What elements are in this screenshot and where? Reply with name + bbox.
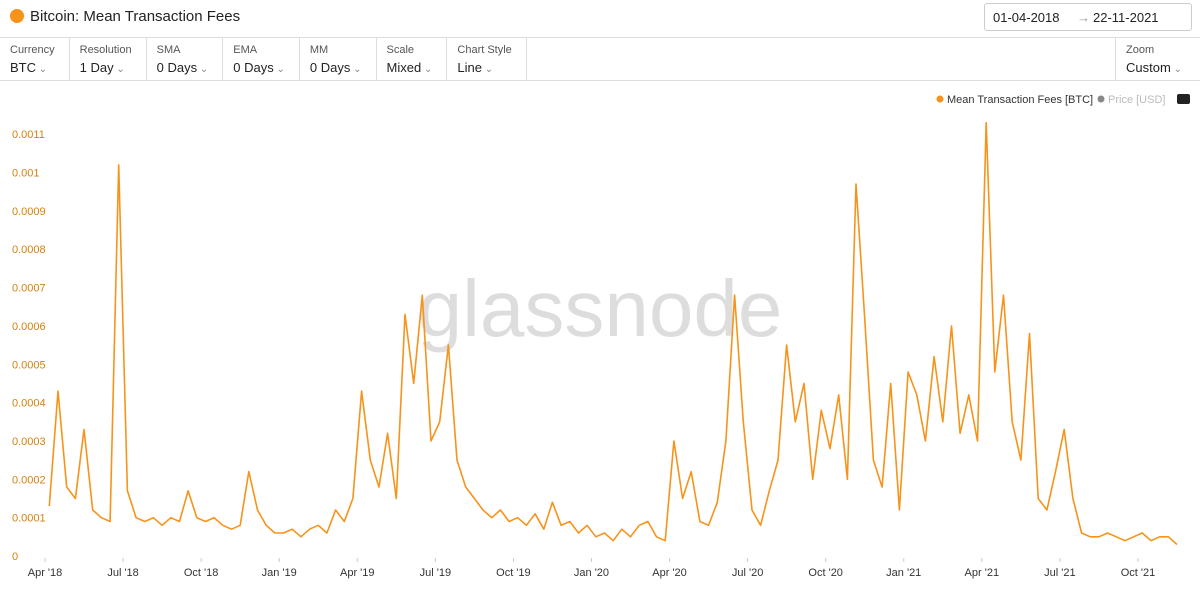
date-range[interactable]: 01-04-2018 → 22-11-2021 bbox=[984, 3, 1192, 31]
control[interactable]: Resolution 1 Day bbox=[70, 38, 147, 80]
y-tick-label: 0.0003 bbox=[12, 436, 46, 448]
control[interactable]: Scale Mixed bbox=[377, 38, 448, 80]
legend-entry[interactable]: Mean Transaction Fees [BTC] bbox=[947, 94, 1093, 106]
zoom-control[interactable]: Zoom Custom bbox=[1115, 38, 1200, 80]
y-tick-label: 0.0011 bbox=[12, 129, 45, 141]
x-tick-label: Jul '18 bbox=[107, 567, 138, 579]
camera-icon[interactable] bbox=[1177, 94, 1190, 104]
series-line bbox=[48, 121, 1178, 546]
x-tick-label: Oct '20 bbox=[808, 567, 843, 579]
watermark: glassnode bbox=[418, 264, 783, 353]
control-value[interactable]: 0 Days bbox=[310, 60, 362, 75]
y-tick-label: 0.0008 bbox=[12, 244, 46, 256]
y-tick-label: 0.0007 bbox=[12, 283, 46, 295]
legend-swatch bbox=[1097, 95, 1105, 103]
control-label: Scale bbox=[386, 44, 415, 56]
legend-swatch bbox=[936, 95, 944, 103]
control-label: EMA bbox=[233, 44, 258, 56]
x-tick-label: Apr '19 bbox=[340, 567, 375, 579]
control-label: MM bbox=[309, 44, 329, 56]
bitcoin-icon bbox=[10, 9, 24, 23]
y-tick-label: 0.0005 bbox=[12, 359, 46, 371]
control-value[interactable]: Line bbox=[457, 60, 511, 75]
control-value[interactable]: Mixed bbox=[387, 60, 433, 75]
control-value[interactable]: 0 Days bbox=[233, 60, 285, 75]
header: Bitcoin: Mean Transaction Fees 01-04-201… bbox=[0, 0, 1200, 38]
y-tick-label: 0.0002 bbox=[12, 474, 46, 486]
x-tick-label: Jan '19 bbox=[262, 567, 297, 579]
toolbar: Currency BTC Resolution 1 Day SMA 0 Days EMA 0 … bbox=[0, 38, 1200, 81]
control-label: Zoom bbox=[1126, 44, 1155, 56]
y-tick-label: 0.0009 bbox=[12, 206, 46, 218]
control-label: Chart Style bbox=[457, 44, 512, 56]
legend-entry[interactable]: Price [USD] bbox=[1108, 94, 1165, 106]
x-tick-label: Oct '21 bbox=[1121, 567, 1156, 579]
control-label: Currency bbox=[10, 44, 55, 56]
x-tick-label: Apr '20 bbox=[652, 567, 687, 579]
control[interactable]: EMA 0 Days bbox=[223, 38, 300, 80]
control[interactable]: MM 0 Days bbox=[300, 38, 377, 80]
x-tick-label: Oct '19 bbox=[496, 567, 531, 579]
x-tick-label: Oct '18 bbox=[184, 567, 219, 579]
x-tick-label: Jan '20 bbox=[574, 567, 609, 579]
date-to[interactable]: 22-11-2021 bbox=[1093, 10, 1159, 25]
y-tick-label: 0.001 bbox=[12, 168, 40, 180]
control-value[interactable]: BTC bbox=[10, 60, 55, 75]
x-tick-label: Apr '18 bbox=[28, 567, 63, 579]
control-label: Resolution bbox=[79, 44, 132, 56]
x-tick-label: Jul '19 bbox=[420, 567, 451, 579]
x-tick-label: Jan '21 bbox=[886, 567, 921, 579]
control-label: SMA bbox=[156, 44, 181, 56]
y-tick-label: 0.0004 bbox=[12, 398, 46, 410]
x-tick-label: Jul '20 bbox=[732, 567, 763, 579]
control-value[interactable]: 1 Day bbox=[80, 60, 132, 75]
control[interactable]: SMA 0 Days bbox=[147, 38, 224, 80]
y-tick-label: 0.0001 bbox=[12, 513, 46, 525]
control[interactable]: Currency BTC bbox=[0, 38, 70, 80]
title: Bitcoin: Mean Transaction Fees bbox=[30, 8, 241, 25]
date-from[interactable]: 01-04-2018 bbox=[993, 10, 1060, 25]
y-tick-label: 0 bbox=[12, 551, 18, 563]
x-tick-label: Apr '21 bbox=[965, 567, 1000, 579]
control[interactable]: Chart Style Line bbox=[447, 38, 527, 80]
control-value[interactable]: 0 Days bbox=[157, 60, 209, 75]
control-value[interactable]: Custom bbox=[1126, 60, 1186, 75]
arrow: → bbox=[1077, 10, 1090, 25]
x-tick-label: Jul '21 bbox=[1044, 567, 1075, 579]
y-tick-label: 0.0006 bbox=[12, 321, 46, 333]
chart: glassnode Mean Transaction Fees [BTC] Pr… bbox=[12, 94, 1190, 579]
